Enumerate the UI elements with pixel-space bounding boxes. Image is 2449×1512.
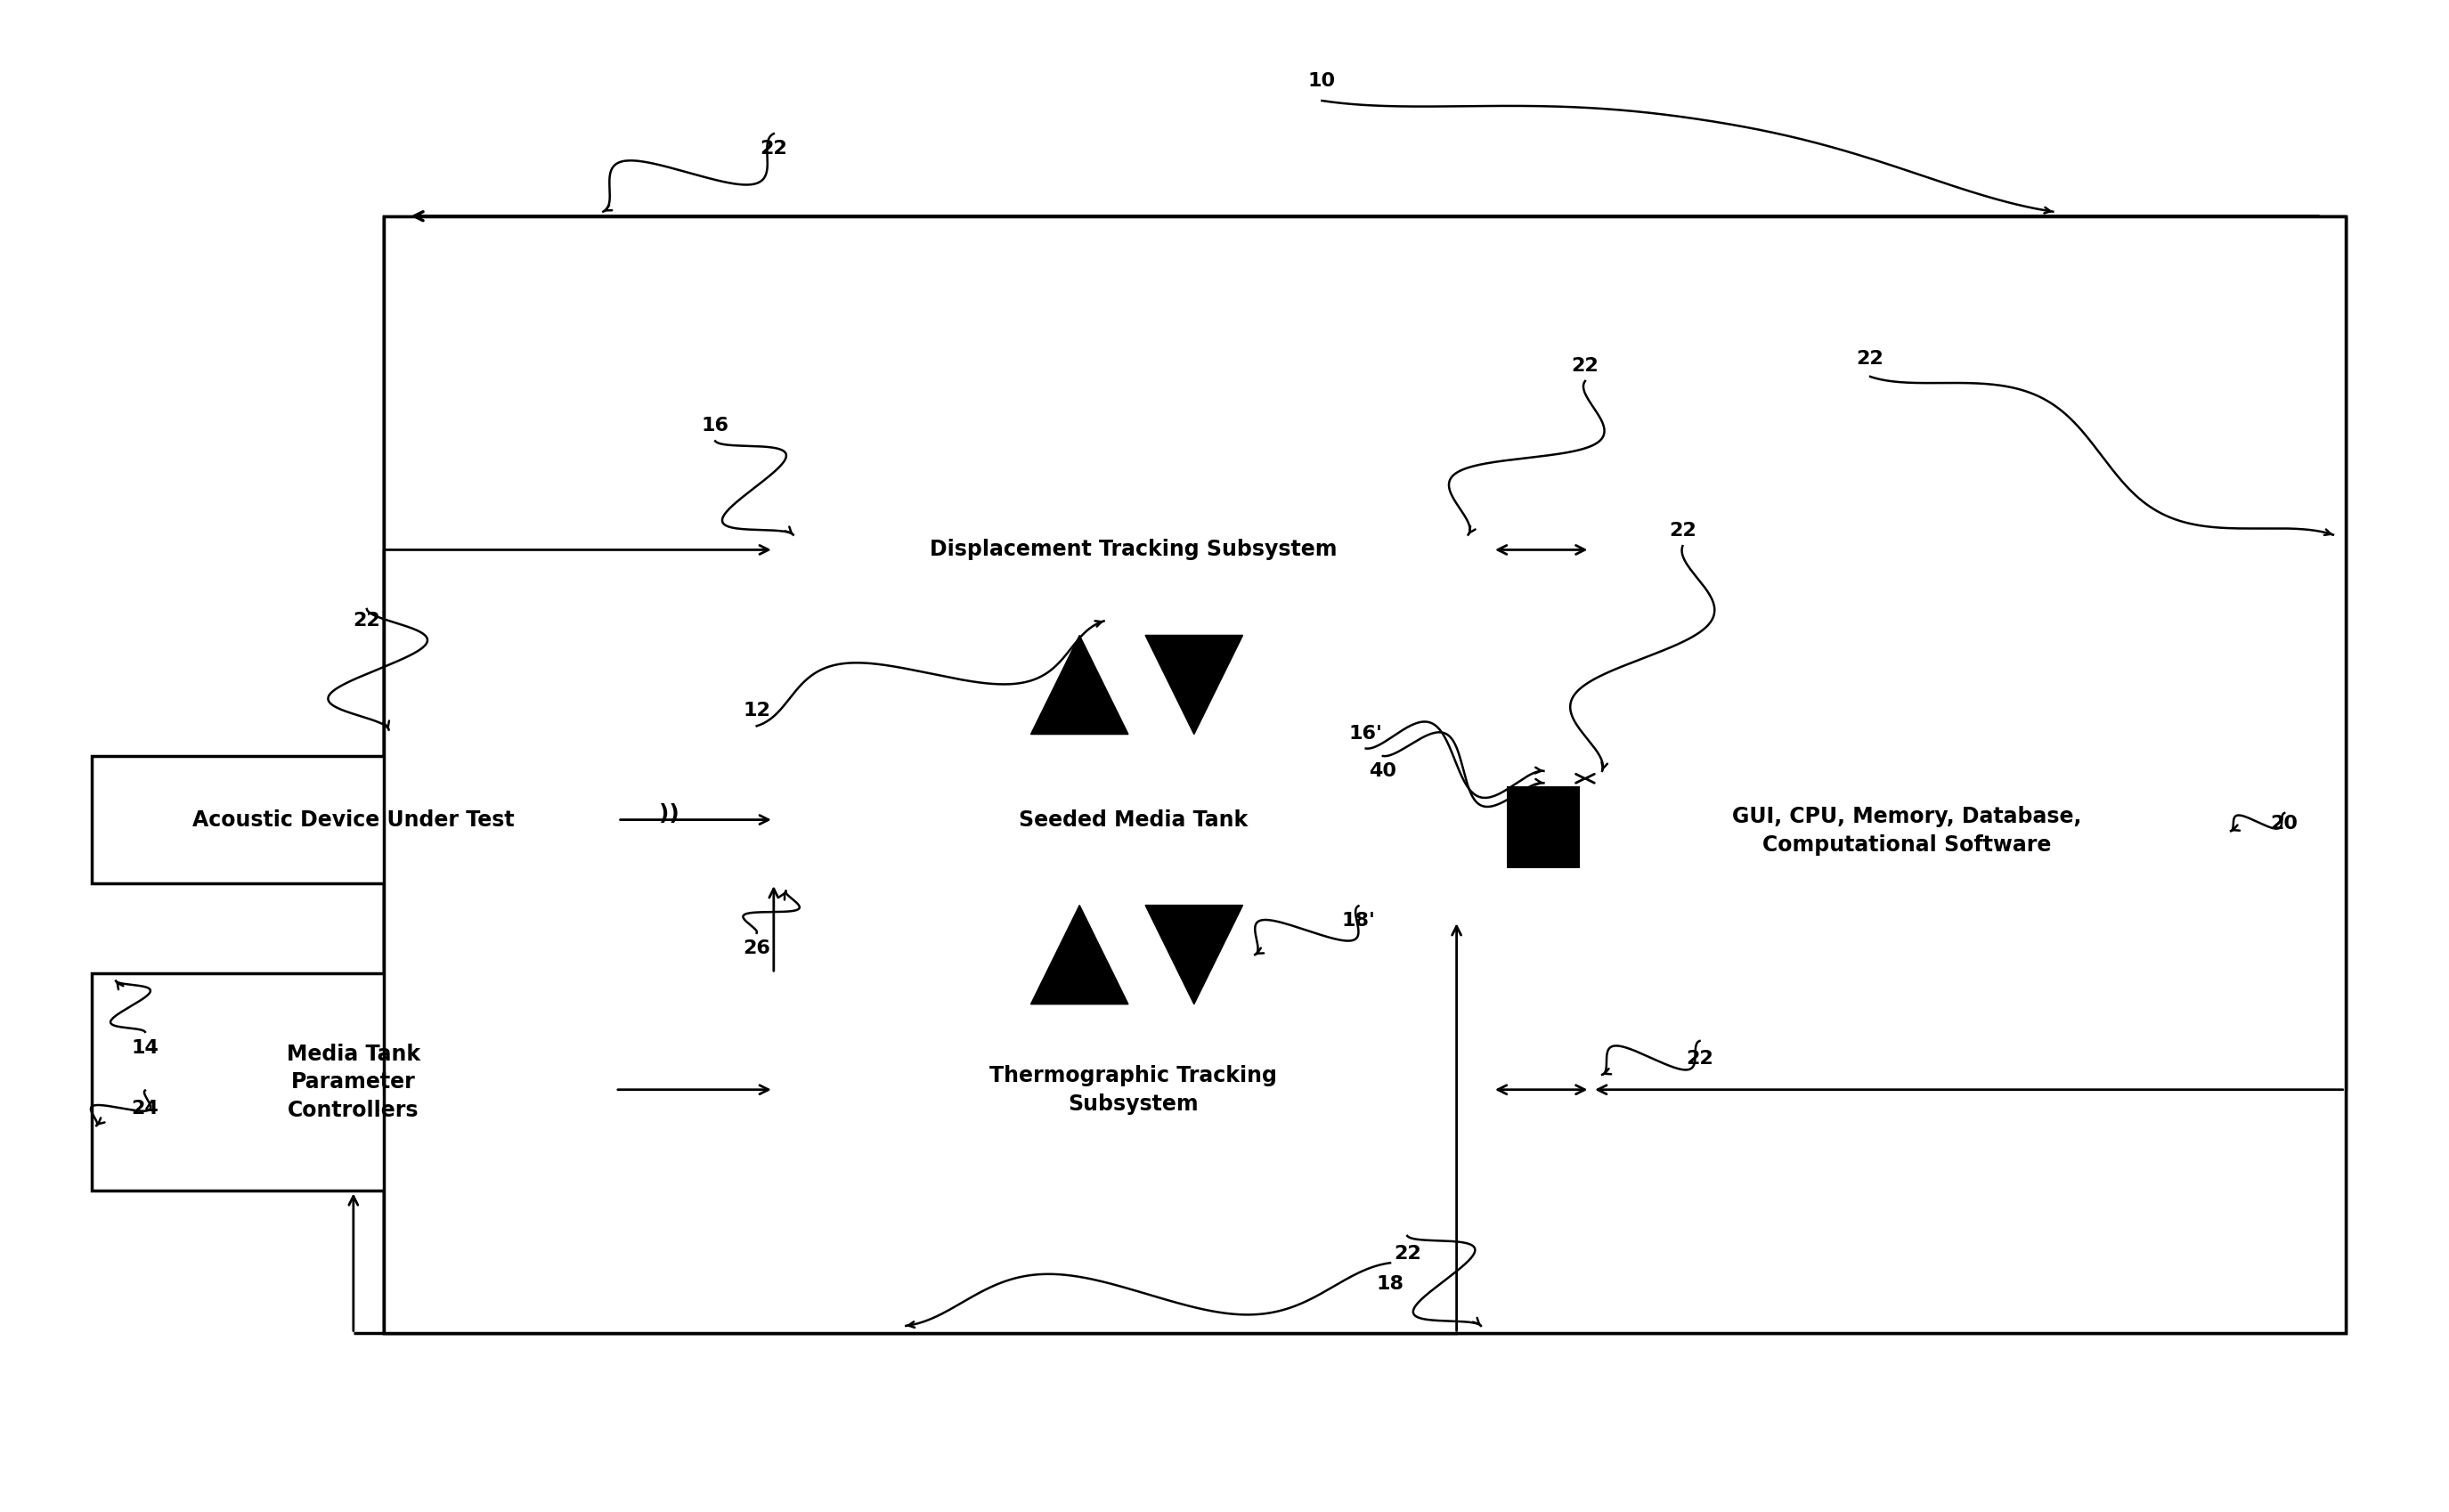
Text: 14: 14 [132,1040,159,1057]
Text: 26: 26 [742,939,771,957]
Text: 22: 22 [1572,357,1599,375]
Polygon shape [1146,906,1242,1004]
Text: 22: 22 [353,612,380,631]
Text: Thermographic Tracking
Subsystem: Thermographic Tracking Subsystem [989,1064,1276,1114]
Bar [774,485,1491,614]
Bar [384,216,2346,1334]
Bar [91,756,615,883]
Text: 18: 18 [1376,1275,1403,1293]
Bar [1589,741,2224,921]
Text: 10: 10 [1308,73,1335,91]
Polygon shape [1031,635,1129,735]
Bar [1506,786,1580,868]
Text: 16: 16 [700,417,730,435]
Text: 22: 22 [1685,1049,1714,1067]
Text: 22: 22 [1856,349,1883,367]
Text: 22: 22 [1393,1244,1420,1263]
Text: 40: 40 [1369,762,1396,780]
Text: GUI, CPU, Memory, Database,
Computational Software: GUI, CPU, Memory, Database, Computationa… [1731,806,2082,856]
Polygon shape [1146,635,1242,735]
Text: 20: 20 [2270,815,2297,833]
Bar [384,216,2346,1334]
Bar [774,1027,1491,1154]
Text: Media Tank
Parameter
Controllers: Media Tank Parameter Controllers [287,1043,421,1120]
Text: 22: 22 [1668,522,1697,540]
Polygon shape [1031,906,1129,1004]
Text: 16': 16' [1349,724,1384,742]
Text: 18': 18' [1342,912,1376,930]
Text: 24: 24 [132,1099,159,1117]
Text: Displacement Tracking Subsystem: Displacement Tracking Subsystem [931,540,1337,561]
Text: Seeded Media Tank: Seeded Media Tank [1019,809,1247,830]
Text: )): )) [659,803,678,824]
Bar [774,756,1491,883]
Text: Acoustic Device Under Test: Acoustic Device Under Test [193,809,514,830]
Bar [91,974,615,1191]
Text: 12: 12 [742,702,771,720]
Text: 22: 22 [759,139,789,157]
